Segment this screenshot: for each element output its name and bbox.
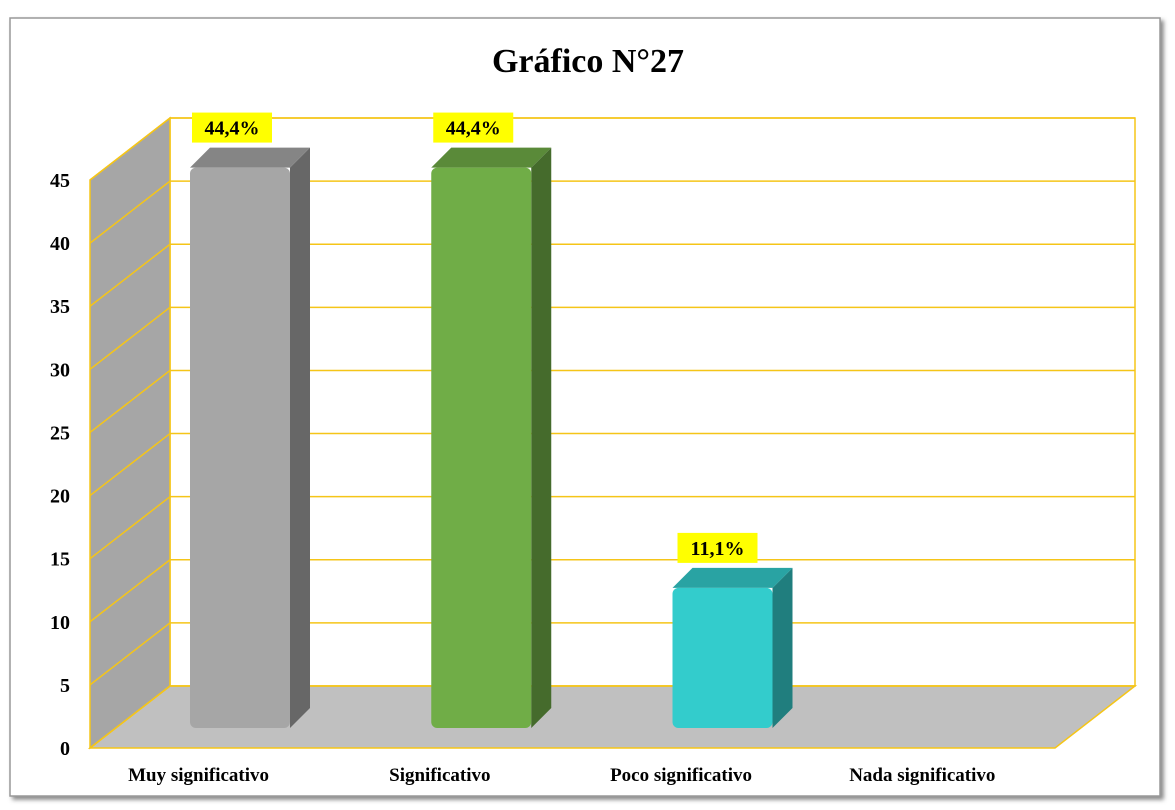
y-tick-label: 35 xyxy=(50,296,70,318)
bar xyxy=(431,167,532,728)
value-label: 11,1% xyxy=(691,538,745,560)
x-tick-label: Significativo xyxy=(389,765,490,786)
x-tick-label: Muy significativo xyxy=(128,765,269,786)
y-tick-label: 0 xyxy=(60,738,70,760)
y-tick-label: 15 xyxy=(50,549,70,571)
grid-line-side xyxy=(89,559,171,623)
value-label-bg xyxy=(677,532,758,563)
back-wall xyxy=(169,117,1136,687)
y-tick-label: 45 xyxy=(50,170,70,192)
x-tick-label: Poco significativo xyxy=(610,765,752,786)
grid-line-side xyxy=(89,622,171,686)
grid-line-side xyxy=(89,243,171,307)
y-tick-label: 20 xyxy=(50,486,70,508)
y-tick-label: 30 xyxy=(50,359,70,381)
grid-line-side xyxy=(89,306,171,370)
bar-side xyxy=(531,147,552,728)
chart-title: Gráfico N°27 xyxy=(492,43,684,80)
grid-line-side xyxy=(89,496,171,560)
bar-top xyxy=(190,147,310,168)
value-label: 44,4% xyxy=(446,118,501,140)
bar-side xyxy=(772,567,793,728)
value-label: 44,4% xyxy=(205,118,260,140)
bar-top xyxy=(672,567,793,588)
grid-line-side xyxy=(89,685,171,749)
bar-side xyxy=(290,147,310,728)
grid-line-side xyxy=(89,369,171,434)
y-tick-label: 10 xyxy=(50,612,70,634)
bar xyxy=(190,167,290,728)
x-tick-label: Nada significativo xyxy=(849,765,995,786)
grid-line-side xyxy=(89,432,171,497)
y-tick-label: 40 xyxy=(50,233,70,255)
value-label-bg xyxy=(433,112,514,143)
bar-top xyxy=(431,147,552,168)
y-tick-label: 5 xyxy=(60,675,70,697)
grid-line-side xyxy=(89,117,171,181)
value-label-bg xyxy=(192,112,272,143)
y-tick-label: 25 xyxy=(50,422,70,444)
bar xyxy=(672,587,773,728)
grid-line-side xyxy=(89,180,171,244)
